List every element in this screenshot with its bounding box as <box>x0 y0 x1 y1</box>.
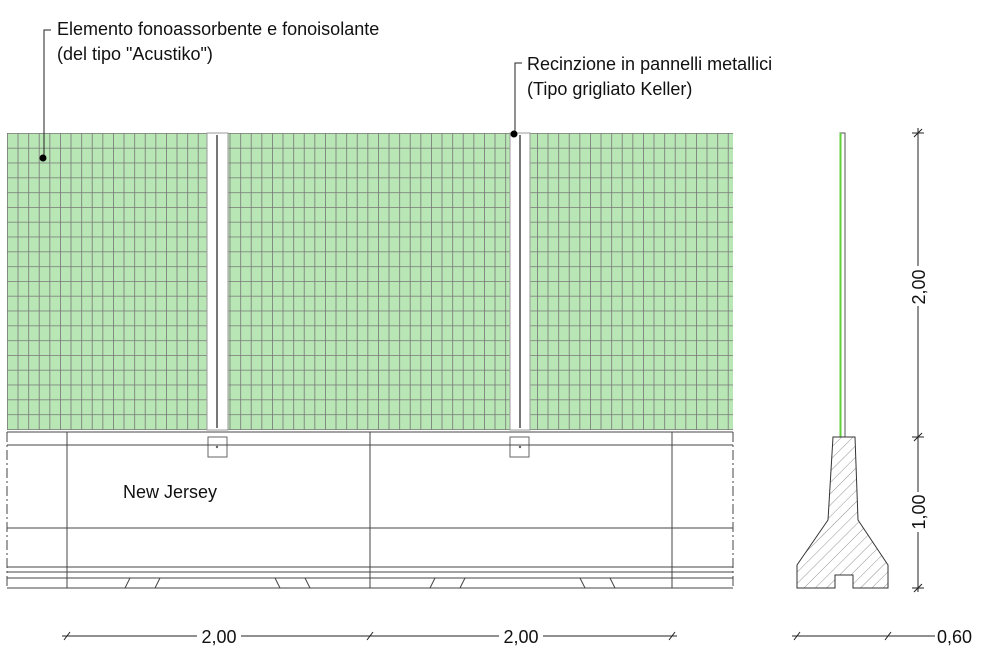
dimension-lines <box>62 128 935 641</box>
annotation: Elemento fonoassorbente e fonoisolante <box>57 19 379 39</box>
leader-dot <box>510 130 518 138</box>
annotation: (del tipo "Acustiko") <box>57 44 213 64</box>
dimension: 0,60 <box>937 627 972 647</box>
dimension: 2,00 <box>201 627 236 647</box>
dimension: 1,00 <box>909 494 929 529</box>
annotation: (Tipo grigliato Keller) <box>527 79 692 99</box>
barrier-front <box>6 431 734 589</box>
barrier-label: New Jersey <box>123 482 217 502</box>
leader-dot <box>39 154 47 162</box>
dimension: 2,00 <box>909 269 929 304</box>
acoustic-panels <box>7 132 733 458</box>
section-view <box>796 132 889 589</box>
dimension: 2,00 <box>503 627 538 647</box>
annotation: Recinzione in pannelli metallici <box>527 54 772 74</box>
leaders <box>43 29 522 158</box>
